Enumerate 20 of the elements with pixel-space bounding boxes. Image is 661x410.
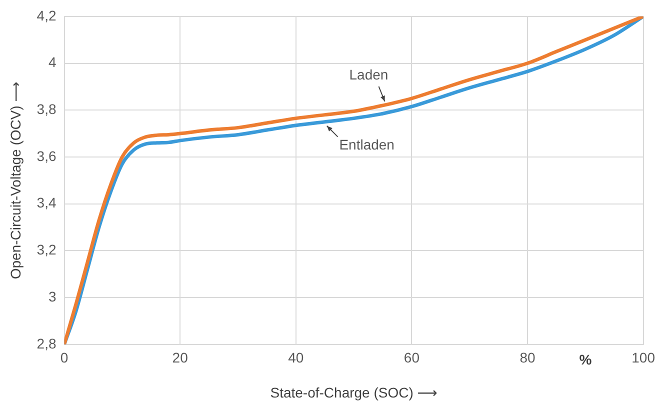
series-label: Entladen: [339, 136, 394, 153]
series-label: Laden: [349, 66, 388, 82]
x-tick-label: 0: [60, 350, 68, 366]
x-tick-label: 20: [172, 350, 188, 366]
y-tick-label: 3,6: [36, 148, 56, 164]
x-tick-label: 60: [404, 350, 420, 366]
y-tick-label: 3,2: [36, 242, 56, 258]
x-tick-label: 100: [632, 350, 656, 366]
y-tick-label: 3,4: [36, 194, 56, 211]
y-tick-label: 4: [48, 54, 56, 70]
y-axis-title: Open-Circuit-Voltage (OCV) ⟶: [7, 82, 24, 280]
y-tick-label: 2,8: [36, 335, 56, 352]
y-tick-label: 4,2: [36, 7, 56, 24]
x-axis-title: State-of-Charge (SOC) ⟶: [270, 384, 438, 400]
y-tick-label: 3,8: [36, 100, 56, 117]
text: %: [579, 351, 592, 368]
line-series: [64, 16, 644, 344]
x-tick-label: 40: [288, 350, 304, 366]
x-tick-label: 80: [520, 350, 536, 366]
y-tick-label: 3: [48, 288, 56, 304]
